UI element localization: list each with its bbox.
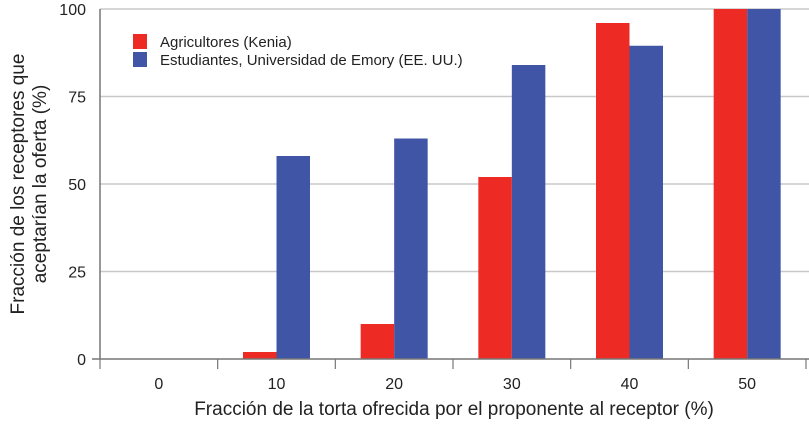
- y-tick-label: 100: [59, 2, 86, 19]
- legend-label-estudiantes: Estudiantes, Universidad de Emory (EE. U…: [160, 52, 463, 69]
- bar-estudiantes-20: [394, 138, 428, 359]
- y-tick-labels: 0 25 50 75 100: [59, 2, 86, 369]
- y-tick-label: 25: [68, 265, 86, 282]
- x-tick-label: 10: [268, 376, 286, 393]
- bar-agricultores-40: [596, 23, 630, 359]
- axes: [92, 9, 809, 369]
- x-tick-label: 20: [385, 376, 403, 393]
- bar-agricultores-20: [360, 324, 395, 359]
- y-tick-label: 50: [68, 177, 86, 194]
- bar-agricultores-50: [713, 9, 748, 359]
- y-axis-label-line-2: aceptarían la oferta (%): [30, 85, 51, 284]
- legend-swatch-estudiantes: [133, 52, 147, 67]
- x-tick-label: 0: [154, 376, 163, 393]
- bar-estudiantes-40: [629, 45, 663, 359]
- legend-label-agricultores: Agricultores (Kenia): [160, 34, 292, 51]
- bar-agricultores-30: [478, 177, 512, 359]
- x-tick-labels: 0 10 20 30 40 50: [154, 376, 756, 393]
- x-tick-label: 30: [503, 376, 521, 393]
- y-tick-label: 0: [77, 352, 86, 369]
- bars: [243, 9, 781, 359]
- x-tick-label: 50: [738, 376, 756, 393]
- legend: Agricultores (Kenia) Estudiantes, Univer…: [133, 34, 463, 69]
- bar-estudiantes-50: [747, 9, 781, 359]
- x-tick-label: 40: [621, 376, 639, 393]
- bar-agricultores-10: [243, 352, 277, 359]
- x-axis-label: Fracción de la torta ofrecida por el pro…: [194, 399, 714, 420]
- bar-estudiantes-10: [276, 156, 310, 359]
- bar-estudiantes-30: [511, 65, 546, 359]
- gridlines: [100, 8, 809, 273]
- y-axis-label-line-1: Fracción de los receptores que: [8, 54, 29, 315]
- y-tick-label: 75: [68, 90, 86, 107]
- legend-swatch-agricultores: [133, 34, 147, 49]
